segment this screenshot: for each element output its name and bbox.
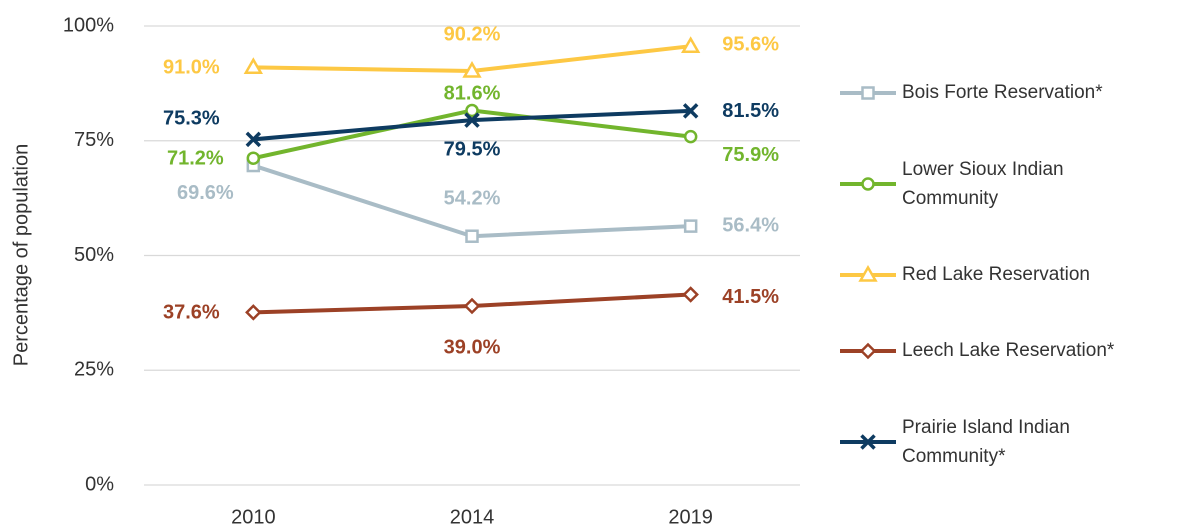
x-tick-label: 2014 bbox=[450, 506, 495, 528]
data-label: 95.6% bbox=[722, 33, 779, 55]
legend-swatch bbox=[840, 434, 896, 450]
marker bbox=[464, 112, 480, 128]
data-label: 41.5% bbox=[722, 286, 779, 308]
y-tick-label: 100% bbox=[63, 14, 114, 36]
y-tick-label: 75% bbox=[74, 129, 114, 151]
legend: Bois Forte Reservation* Lower Sioux India… bbox=[838, 55, 1188, 495]
marker bbox=[859, 342, 877, 360]
marker bbox=[858, 264, 878, 282]
legend-label: Leech Lake Reservation* bbox=[902, 340, 1115, 362]
legend-swatch bbox=[840, 264, 896, 282]
data-label: 56.4% bbox=[722, 214, 779, 236]
y-tick-label: 0% bbox=[85, 473, 114, 495]
data-label: 79.5% bbox=[444, 138, 501, 160]
marker bbox=[683, 219, 698, 233]
x-tick-label: 2019 bbox=[668, 506, 713, 528]
data-label: 75.9% bbox=[722, 144, 779, 166]
data-label: 81.6% bbox=[444, 83, 501, 105]
data-label: 71.2% bbox=[167, 147, 224, 169]
marker bbox=[861, 86, 875, 100]
marker bbox=[465, 103, 479, 118]
data-label: 54.2% bbox=[444, 188, 501, 210]
marker bbox=[681, 36, 701, 53]
legend-label: Prairie Island Indian Community* bbox=[902, 416, 1070, 468]
marker bbox=[860, 434, 876, 450]
data-label: 37.6% bbox=[163, 302, 220, 324]
marker bbox=[465, 229, 479, 243]
marker bbox=[861, 177, 875, 191]
legend-item: Lower Sioux Indian Community bbox=[838, 155, 1188, 214]
legend-swatch bbox=[840, 86, 896, 100]
data-label: 69.6% bbox=[177, 182, 234, 204]
marker bbox=[245, 304, 262, 321]
marker bbox=[462, 60, 482, 78]
y-axis-title: Percentage of population bbox=[10, 144, 32, 366]
marker bbox=[682, 103, 699, 119]
plot-area: Percentage of population 0% 25% 50% 75% 100%… bbox=[10, 14, 800, 528]
legend-label: Bois Forte Reservation* bbox=[902, 82, 1103, 104]
marker bbox=[683, 129, 698, 144]
data-label: 81.5% bbox=[722, 100, 779, 122]
legend-item: Bois Forte Reservation* bbox=[838, 78, 1188, 107]
marker bbox=[682, 286, 699, 303]
marker bbox=[245, 131, 262, 148]
y-tick-label: 50% bbox=[74, 244, 114, 266]
legend-item: Prairie Island Indian Community* bbox=[838, 413, 1188, 472]
marker bbox=[463, 297, 481, 315]
legend-label: Lower Sioux Indian Community bbox=[902, 158, 1064, 210]
x-tick-label: 2010 bbox=[231, 506, 276, 528]
legend-label: Red Lake Reservation bbox=[902, 264, 1090, 286]
legend-swatch bbox=[840, 342, 896, 360]
legend-item: Red Lake Reservation bbox=[838, 260, 1188, 289]
y-tick-label: 25% bbox=[74, 359, 114, 381]
data-label: 91.0% bbox=[163, 57, 220, 79]
legend-item: Leech Lake Reservation* bbox=[838, 336, 1188, 365]
data-label: 90.2% bbox=[444, 23, 501, 45]
data-label: 39.0% bbox=[444, 336, 501, 358]
marker bbox=[246, 151, 261, 165]
marker bbox=[243, 57, 263, 75]
data-label: 75.3% bbox=[163, 108, 220, 130]
legend-swatch bbox=[840, 177, 896, 191]
